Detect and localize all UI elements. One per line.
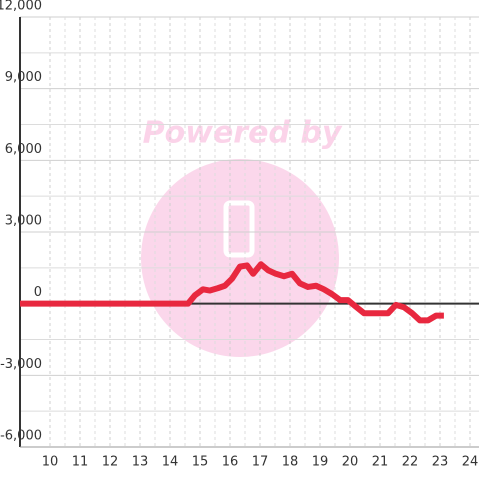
y-tick-label: 3,000 bbox=[5, 214, 42, 229]
x-tick-label: 23 bbox=[432, 455, 449, 470]
x-tick-label: 19 bbox=[312, 455, 329, 470]
x-tick-label: 18 bbox=[282, 455, 299, 470]
y-tick-label: -3,000 bbox=[0, 357, 42, 372]
line bbox=[20, 261, 444, 324]
watermark-circle bbox=[141, 159, 339, 357]
x-tick-label: 12 bbox=[102, 455, 119, 470]
x-tick-label: 10 bbox=[42, 455, 59, 470]
plot: -6,000 -3,000 0 3,000 6,000 9,000 12,000 10 11 12… bbox=[0, 0, 478, 470]
grid bbox=[19, 16, 479, 448]
x-tick-label: 13 bbox=[132, 455, 149, 470]
y-tick-label: 9,000 bbox=[5, 70, 42, 85]
x-tick-label: 20 bbox=[342, 455, 359, 470]
x-tick-label: 24 bbox=[462, 455, 479, 470]
y-tick-label: -6,000 bbox=[0, 429, 42, 444]
x-tick-label: 15 bbox=[192, 455, 209, 470]
x-tick-label: 14 bbox=[162, 455, 179, 470]
x-tick-label: 21 bbox=[372, 455, 389, 470]
x-tick-label: 22 bbox=[402, 455, 419, 470]
watermark-text: Powered by bbox=[143, 116, 343, 151]
x-tick-label: 17 bbox=[252, 455, 269, 470]
x-tick-label: 11 bbox=[72, 455, 89, 470]
x-tick-label: 16 bbox=[222, 455, 239, 470]
y-tick-label: 6,000 bbox=[5, 142, 42, 157]
y-tick-label: 12,000 bbox=[0, 0, 42, 14]
y-tick-label: 0 bbox=[34, 285, 42, 300]
watermark-icon bbox=[223, 200, 255, 258]
